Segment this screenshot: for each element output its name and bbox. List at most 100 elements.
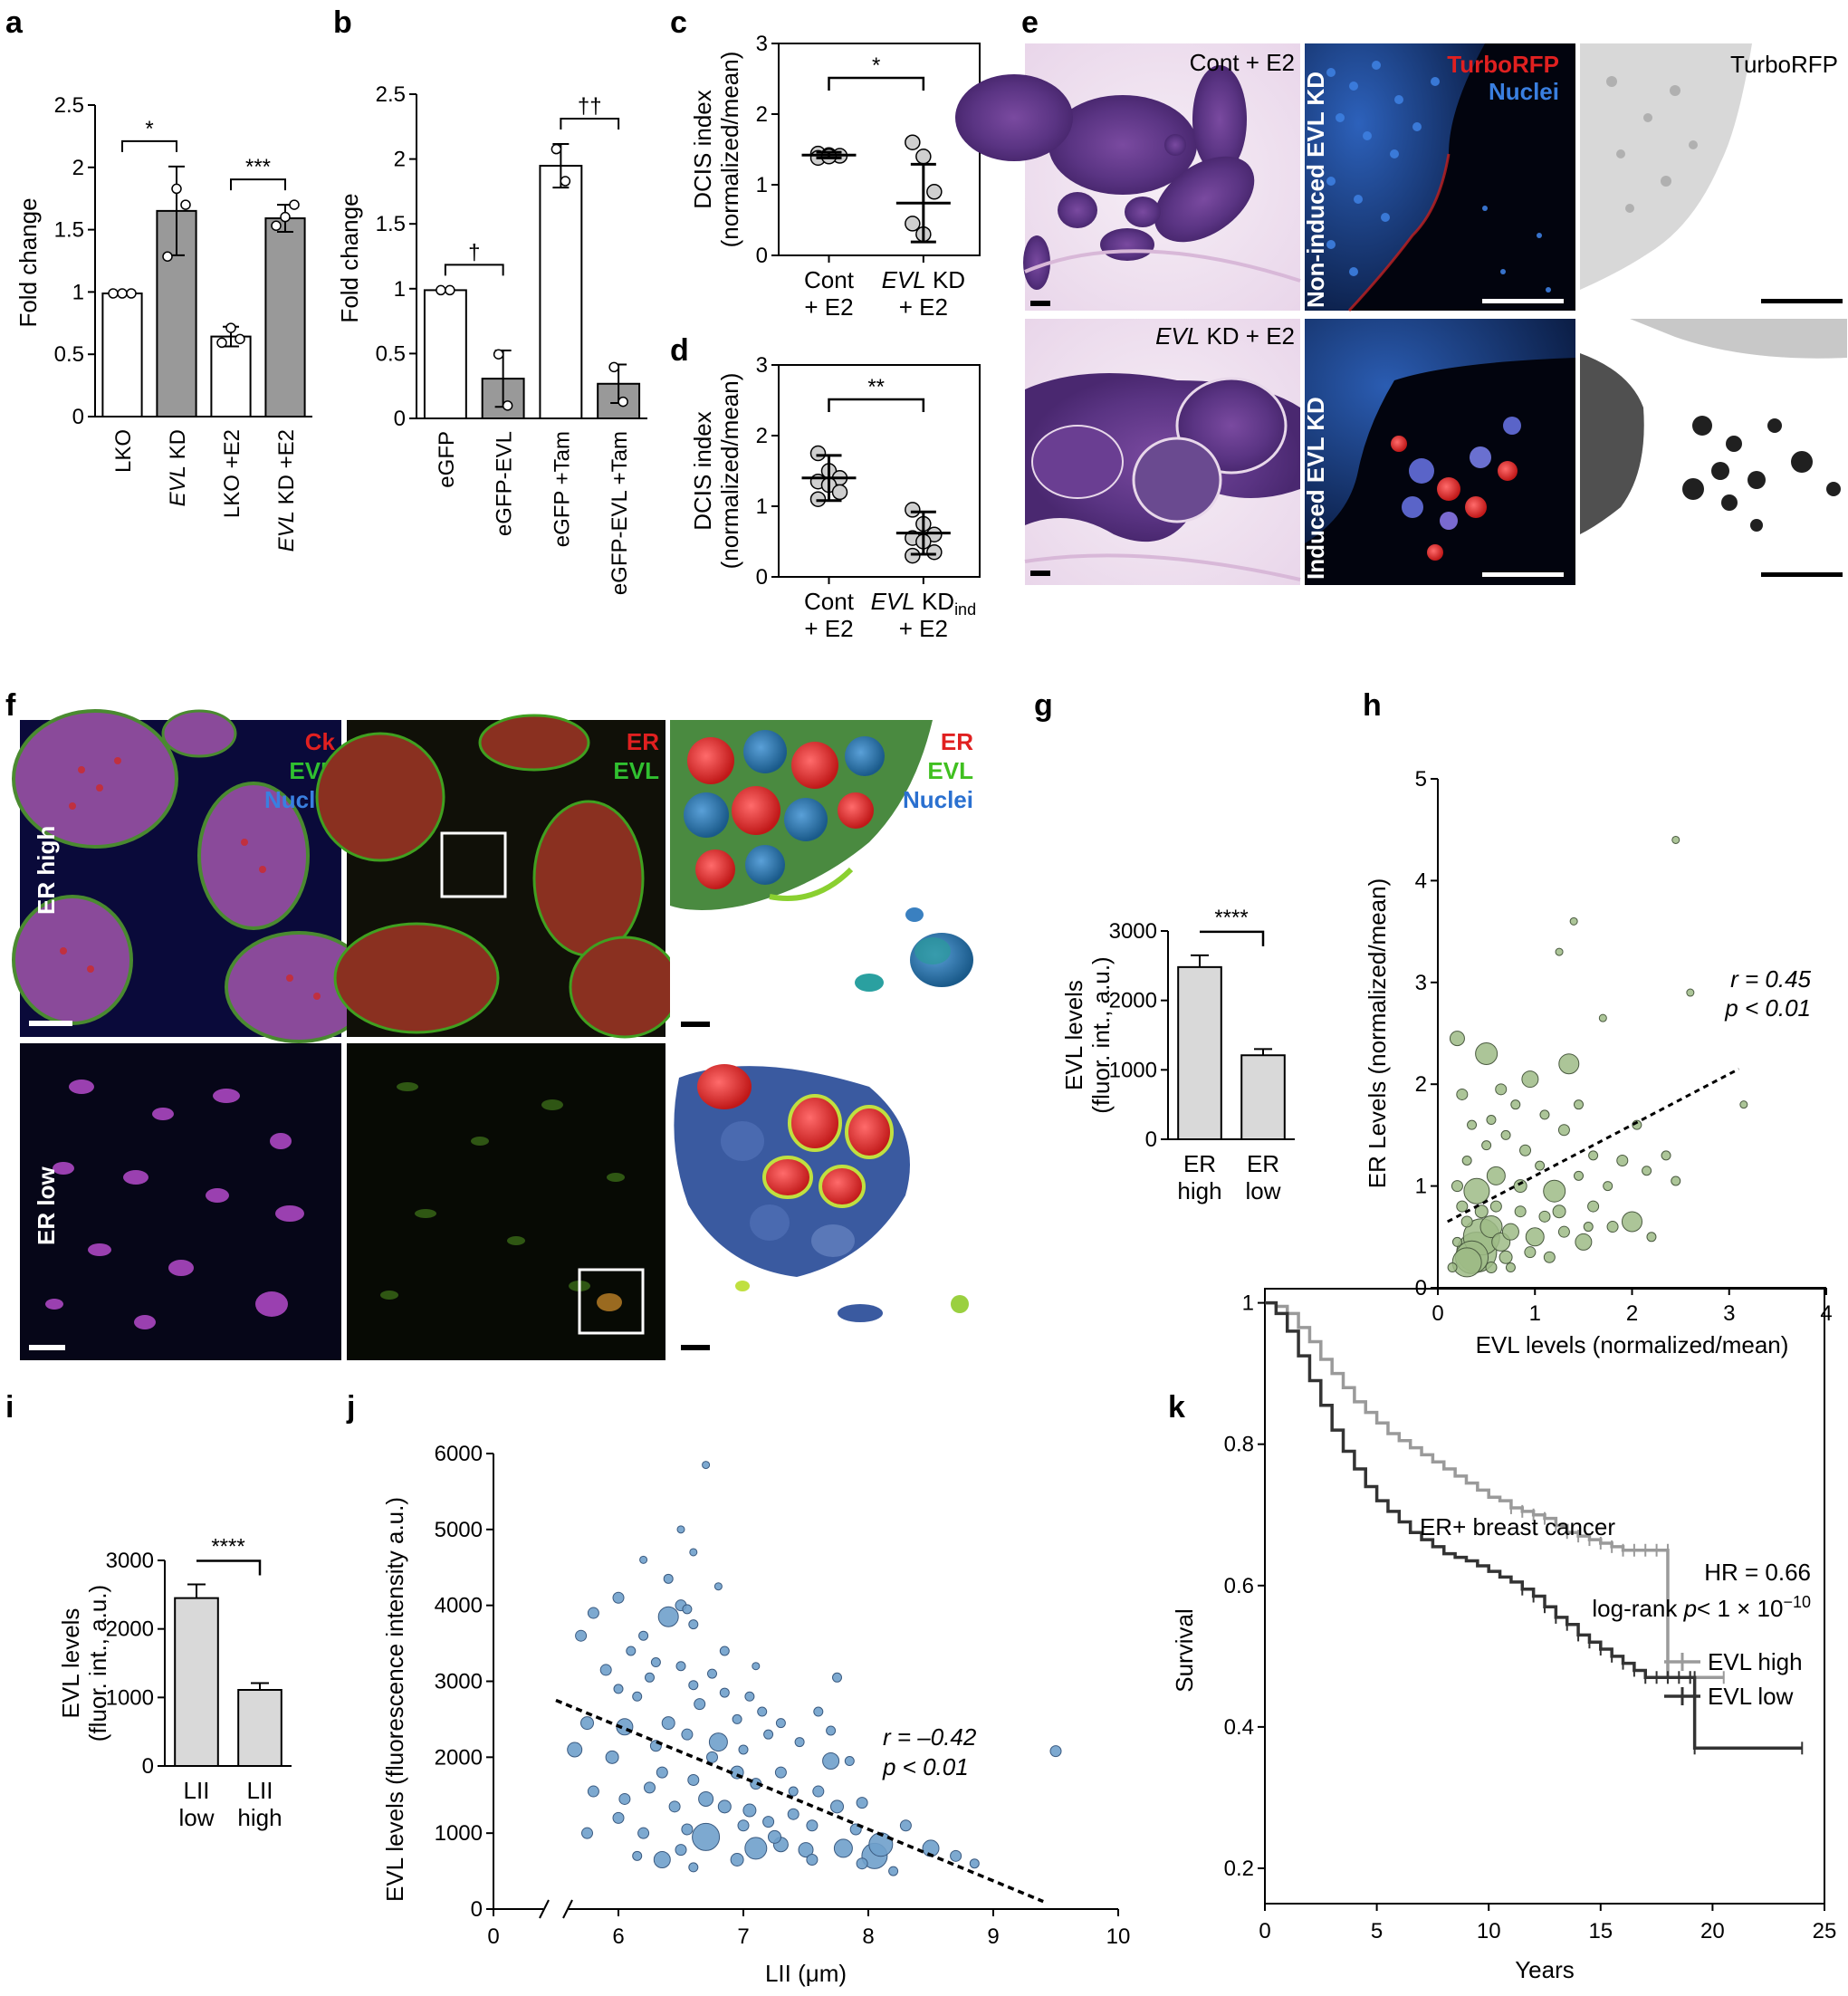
j-x-tick-label: 0 bbox=[487, 1924, 499, 1949]
panel-f-images: Ck EVL Nuclei ER high ER EVL bbox=[12, 709, 981, 1360]
h-point bbox=[1524, 1246, 1537, 1259]
j-point bbox=[752, 1662, 761, 1671]
h-point bbox=[1510, 1099, 1521, 1110]
b-bar bbox=[423, 289, 467, 419]
j-point bbox=[632, 1850, 643, 1861]
h-point bbox=[1622, 1211, 1642, 1233]
h-point bbox=[1449, 1031, 1465, 1047]
g-cat-line1: ER bbox=[1247, 1150, 1279, 1177]
h-point bbox=[1552, 1204, 1566, 1219]
j-point bbox=[567, 1742, 583, 1758]
h-point bbox=[1501, 1223, 1519, 1241]
f1-ck-label: Ck bbox=[305, 728, 336, 755]
c-sig-bracket bbox=[828, 76, 925, 91]
j-point bbox=[762, 1816, 775, 1828]
h-point bbox=[1557, 1225, 1570, 1238]
d-frame bbox=[778, 364, 981, 578]
h-point bbox=[1539, 1109, 1550, 1120]
a-point bbox=[171, 183, 182, 195]
h-point bbox=[1543, 1251, 1556, 1263]
j-point bbox=[675, 1844, 687, 1857]
d-y-tick-label: 0 bbox=[756, 565, 768, 590]
he-top-label: Cont + E2 bbox=[1190, 49, 1295, 76]
b-y-tick-label: 0 bbox=[394, 407, 406, 431]
j-y-tick-label: 2000 bbox=[435, 1745, 483, 1770]
j-point bbox=[682, 1604, 693, 1615]
panel-label-e: e bbox=[1021, 5, 1039, 40]
a-bar bbox=[101, 293, 143, 417]
d-point bbox=[905, 547, 921, 564]
a-point bbox=[117, 288, 128, 299]
panel-label-g: g bbox=[1034, 688, 1053, 723]
b-point bbox=[445, 284, 455, 296]
h-point bbox=[1514, 1205, 1527, 1218]
panel-label-h: h bbox=[1363, 688, 1382, 723]
j-point bbox=[788, 1786, 799, 1797]
he-image-top bbox=[955, 43, 1301, 311]
i-y-tick-label: 2000 bbox=[106, 1617, 154, 1642]
panel-j-chart: 0 1000 2000 3000 4000 5000 6000 0 6 7 8 9 10 r = –0.4… bbox=[381, 1442, 1130, 1987]
panel-b-chart: 0 0.5 1 1.5 2 2.5 eGFP eGFP-EVL eGFP +Tam eGFP-EV… bbox=[336, 82, 647, 595]
panel-label-k: k bbox=[1168, 1390, 1185, 1425]
a-y-label: Fold change bbox=[14, 197, 42, 327]
fluor-image-top bbox=[1305, 43, 1575, 312]
d-point bbox=[926, 543, 943, 561]
h-point bbox=[1598, 1013, 1607, 1022]
c-y-tick-label: 0 bbox=[756, 244, 768, 268]
h-r-text: r = 0.45 bbox=[1730, 965, 1811, 993]
d-cat2-line1: EVL KDind bbox=[871, 588, 977, 619]
f2-evl-label: EVL bbox=[613, 757, 659, 784]
g-sig-label: **** bbox=[1214, 906, 1248, 930]
gray-image-top bbox=[1580, 43, 1847, 311]
j-point bbox=[599, 1664, 612, 1676]
j-point bbox=[742, 1803, 757, 1818]
d-y-tick-label: 1 bbox=[756, 494, 768, 519]
h-x-tick-label: 2 bbox=[1626, 1301, 1638, 1326]
j-point bbox=[692, 1822, 721, 1851]
k-y-tick-label: 0.8 bbox=[1224, 1433, 1254, 1457]
j-axis-break bbox=[539, 1899, 550, 1919]
d-sig-label: ** bbox=[867, 375, 885, 399]
c-y-tick-label: 3 bbox=[756, 32, 768, 56]
j-point bbox=[832, 1672, 842, 1683]
h-x-label: EVL levels (normalized/mean) bbox=[1476, 1331, 1789, 1358]
b-point bbox=[618, 396, 628, 408]
panel-label-a: a bbox=[5, 5, 24, 40]
f3-nuclei-label: Nuclei bbox=[903, 786, 973, 813]
he-bottom-label: EVL KD + E2 bbox=[1155, 322, 1295, 350]
j-point bbox=[826, 1725, 837, 1736]
j-point bbox=[822, 1752, 840, 1770]
h-point bbox=[1671, 835, 1680, 844]
i-y-tick-label: 0 bbox=[142, 1754, 154, 1779]
a-point bbox=[289, 199, 300, 210]
d-y-label-1: DCIS index bbox=[689, 411, 716, 531]
j-point bbox=[830, 1799, 844, 1814]
h-point bbox=[1569, 916, 1578, 926]
a-point bbox=[225, 322, 236, 333]
j-r-text: r = –0.42 bbox=[883, 1723, 977, 1751]
j-point bbox=[668, 1800, 681, 1813]
j-point bbox=[813, 1706, 824, 1717]
h-point bbox=[1486, 1166, 1506, 1185]
j-point bbox=[708, 1732, 728, 1752]
j-point bbox=[681, 1728, 694, 1741]
j-point bbox=[687, 1773, 700, 1786]
h-point bbox=[1603, 1181, 1613, 1192]
f2-er-label: ER bbox=[627, 728, 659, 755]
j-point bbox=[717, 1799, 732, 1814]
j-y-tick-label: 6000 bbox=[435, 1442, 483, 1466]
h-point bbox=[1499, 1250, 1513, 1264]
j-x-label: LII (μm) bbox=[765, 1960, 847, 1987]
d-point bbox=[831, 484, 848, 501]
j-point bbox=[787, 1808, 800, 1820]
h-x-tick-label: 4 bbox=[1820, 1301, 1832, 1326]
h-point bbox=[1583, 1222, 1594, 1233]
a-y-tick-label: 2 bbox=[72, 156, 84, 180]
h-point bbox=[1474, 1204, 1489, 1219]
j-point bbox=[626, 1646, 637, 1656]
j-point bbox=[707, 1668, 717, 1679]
g-y-tick-label: 2000 bbox=[1109, 989, 1157, 1013]
a-y-tick-label: 0 bbox=[72, 405, 84, 429]
b-sig-label: † bbox=[468, 240, 480, 264]
